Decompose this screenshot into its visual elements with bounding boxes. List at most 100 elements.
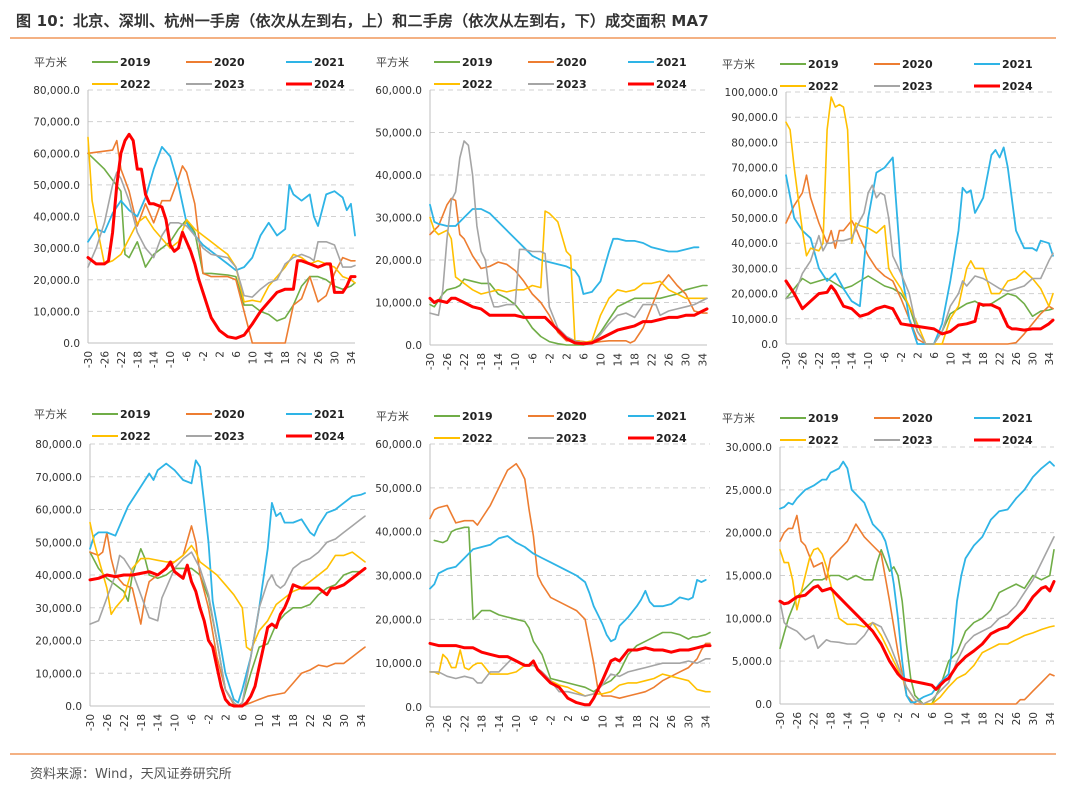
y-tick-label: 20,000.0 [33,275,80,287]
x-tick-label: 18 [288,714,300,727]
x-tick-label: 2 [220,714,232,721]
legend-label: 2021 [656,56,687,69]
x-tick-label: 22 [649,715,661,728]
title-divider [10,37,1056,39]
series-line-2024 [428,296,709,346]
legend-label: 2019 [120,408,151,421]
legend-label: 2022 [120,430,151,443]
y-tick-label: 90,000.0 [731,112,778,124]
y-tick-label: 10,000.0 [725,613,772,625]
legend-item-2022: 2022 [780,80,839,93]
series-line-2024 [778,580,1056,691]
legend-item-2019: 2019 [92,408,151,421]
x-tick-label: 30 [339,714,351,727]
legend-label: 2022 [808,80,839,93]
chart-svg: 平方米 2019 2020 2021 2022 2023 2024 0.0 10,000.0 20… [722,57,1056,369]
series-line-2023 [785,184,1054,345]
x-tick-label: 34 [346,351,358,365]
x-tick-label: -6 [880,352,892,363]
x-tick-label: -22 [116,351,128,368]
x-tick-label: 14 [613,353,625,367]
legend-item-2024: 2024 [628,432,687,445]
legend-label: 2023 [214,430,245,443]
x-tick-label: 6 [929,352,941,359]
series-line-2022 [779,547,1055,705]
x-tick-label: 6 [927,712,939,719]
x-tick-label: 18 [632,715,644,728]
chart-svg: 平方米 2019 2020 2021 2022 2023 2024 0.0 10,000.0 20… [375,409,712,732]
x-tick-label: 30 [329,351,341,364]
y-tick-label: 0.0 [405,340,422,352]
x-tick-label: -26 [442,353,454,370]
unit-label: 平方米 [34,55,67,69]
y-tick-label: 80,000.0 [33,85,80,97]
y-tick-label: 60,000.0 [35,505,82,517]
x-tick-label: -18 [136,714,148,731]
y-tick-label: 5,000.0 [732,656,772,668]
x-tick-label: -30 [85,714,97,731]
legend-label: 2024 [656,432,687,445]
x-tick-label: 22 [994,712,1006,725]
legend-item-2024: 2024 [628,78,687,91]
x-tick-label: -30 [781,352,793,369]
y-tick-label: 0.0 [755,699,772,711]
legend-item-2019: 2019 [780,412,839,425]
y-tick-label: 60,000.0 [375,85,422,97]
legend-label: 2020 [214,408,245,421]
y-tick-label: 30,000.0 [375,571,422,583]
series-line-2022 [429,210,708,344]
legend-label: 2023 [902,434,933,447]
series-line-2021 [89,459,366,704]
x-tick-label: -26 [792,712,804,729]
legend-label: 2019 [462,410,493,423]
x-tick-label: 2 [561,353,573,360]
x-tick-label: -2 [896,352,908,362]
y-tick-label: 20,000.0 [731,289,778,301]
x-tick-label: 10 [254,714,266,727]
legend-label: 2024 [1002,434,1033,447]
legend-item-2024: 2024 [286,430,345,443]
x-tick-label: -2 [203,714,215,724]
series-line-2019 [433,526,711,693]
x-tick-label: -10 [165,351,177,368]
legend-label: 2021 [1002,412,1033,425]
legend-label: 2020 [902,412,933,425]
legend-item-2022: 2022 [434,432,493,445]
x-tick-label: 30 [683,715,695,728]
x-tick-label: 10 [597,715,609,728]
x-tick-label: -10 [170,714,182,731]
chart-shenzhen-resale: 平方米 2019 2020 2021 2022 2023 2024 0.0 10,000.0 20… [372,404,722,734]
y-tick-label: 10,000.0 [375,298,422,310]
x-tick-label: 14 [962,352,974,366]
legend-label: 2019 [808,412,839,425]
legend-item-2022: 2022 [92,430,151,443]
x-tick-label: 26 [1011,712,1023,726]
x-tick-label: -30 [83,351,95,368]
legend-item-2022: 2022 [92,78,151,91]
x-tick-label: 10 [944,712,956,725]
x-tick-label: 2 [563,715,575,722]
chart-svg: 平方米 2019 2020 2021 2022 2023 2024 0.0 10,000.0 20… [375,55,710,370]
x-tick-label: -14 [494,715,506,732]
y-tick-label: 0.0 [63,338,80,350]
x-tick-label: -14 [842,712,854,729]
series-line-2024 [86,132,357,340]
series-line-2021 [429,535,707,643]
x-tick-label: 2 [912,352,924,359]
x-tick-label: -26 [99,351,111,368]
x-tick-label: 30 [1027,352,1039,365]
x-tick-label: 14 [264,351,276,365]
x-tick-label: -10 [859,712,871,729]
series-line-2022 [87,136,356,303]
x-tick-label: -2 [544,353,556,363]
x-tick-label: 26 [666,715,678,729]
legend-label: 2024 [314,78,345,91]
legend-item-2023: 2023 [186,430,245,443]
x-tick-label: 34 [698,353,710,367]
x-tick-label: -6 [876,712,888,723]
y-tick-label: 50,000.0 [731,213,778,225]
legend-item-2024: 2024 [974,80,1033,93]
unit-label: 平方米 [34,407,67,421]
series-line-2020 [89,525,366,707]
y-tick-label: 80,000.0 [731,137,778,149]
